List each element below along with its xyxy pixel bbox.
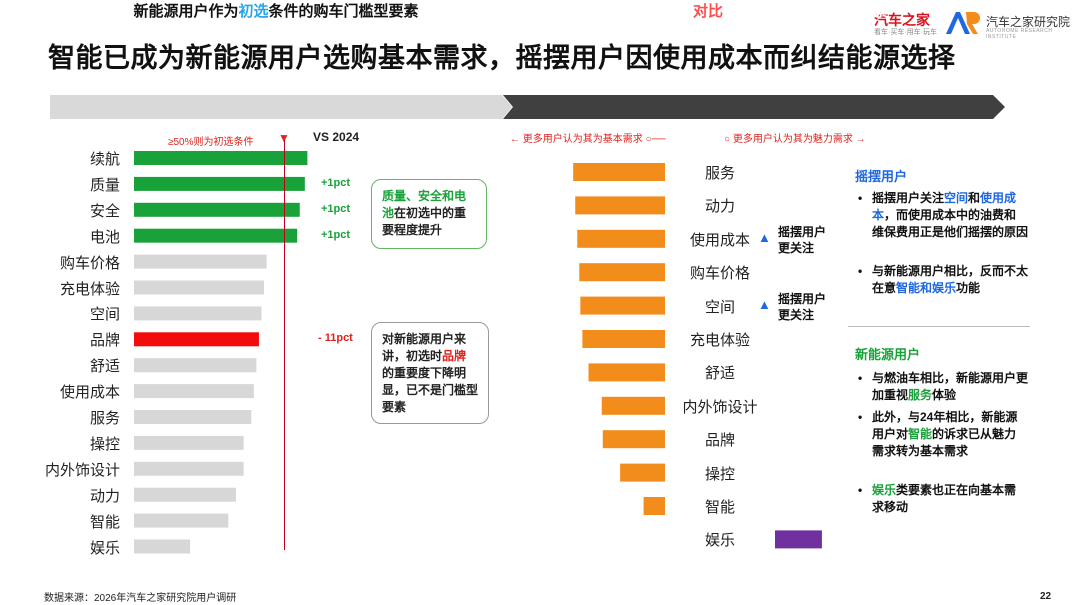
right-diverging-chart: [573, 163, 822, 549]
label-服务: 服务: [89, 410, 120, 427]
bar-空间: [134, 306, 262, 321]
bar-内外饰设计: [134, 461, 244, 476]
autohome-logo-sub: 看车·买车·用车·玩车: [874, 29, 937, 36]
rlabel-智能: 智能: [704, 499, 735, 516]
label-智能: 智能: [89, 513, 120, 531]
green-insight-box: 质量、安全和电池在初选中的重要程度提升: [371, 179, 487, 249]
change-电池: +1pct: [321, 228, 351, 241]
swing-users-heading: 摇摆用户: [855, 169, 908, 184]
label-动力: 动力: [89, 487, 120, 505]
bar-充电体验: [134, 280, 265, 295]
focus-note-空间: 摇摆用户 更关注: [778, 291, 827, 322]
basic-need-legend: ← 更多用户认为其为基本需求 ○──: [510, 134, 666, 145]
right-banner-shape: [503, 95, 1005, 119]
bar-充电体验: [582, 330, 665, 348]
institute-logo-sub: AUTOHOME RESEARCH INSTITUTE: [986, 28, 1053, 40]
bar-内外饰设计: [601, 396, 665, 415]
rlabel-娱乐: 娱乐: [704, 532, 735, 550]
charm-need-legend: ○ 更多用户认为其为魅力需求 →: [724, 134, 866, 145]
bar-使用成本: [577, 229, 665, 248]
bar-品牌: [134, 332, 259, 347]
bar-操控: [620, 463, 665, 482]
nev-users-heading: 新能源用户: [855, 347, 921, 362]
left-banner-title: 新能源用户作为初选条件的购车门槛型要素: [133, 3, 419, 20]
rlabel-品牌: 品牌: [704, 432, 735, 450]
label-品牌: 品牌: [89, 332, 120, 350]
label-内外饰设计: 内外饰设计: [44, 461, 120, 479]
rlabel-动力: 动力: [704, 198, 735, 216]
bar-电池: [134, 228, 298, 243]
threshold-marker-icon: ▼: [278, 131, 290, 145]
nev-users-point-2: 此外，与24年相比，新能源用户对智能的诉求已从魅力需求转为基本需求: [858, 409, 1028, 460]
label-安全: 安全: [89, 202, 120, 220]
autohome-logo: 汽车之家: [874, 12, 930, 28]
page-title: 智能已成为新能源用户选购基本需求，摇摆用户因使用成本而纠结能源选择: [48, 43, 956, 73]
label-操控: 操控: [89, 435, 120, 453]
label-使用成本: 使用成本: [59, 384, 120, 402]
rlabel-空间: 空间: [704, 298, 735, 316]
bar-空间: [580, 296, 665, 315]
institute-logo-text: 汽车之家研究院: [986, 15, 1071, 29]
label-舒适: 舒适: [89, 358, 120, 376]
page-number: 22: [1040, 591, 1052, 602]
data-source: 数据来源：2026年汽车之家研究院用户调研: [44, 593, 237, 604]
bar-品牌: [602, 430, 665, 449]
bar-操控: [134, 435, 244, 450]
gray-insight-box: 对新能源用户来讲，初选时品牌的重要度下降明显，已不是门槛型要素: [371, 322, 489, 424]
bar-智能: [643, 497, 665, 515]
institute-logo-icon: [946, 12, 980, 34]
right-banner-title: 新能源用户对比阶段重视的车型产品要素: [617, 3, 889, 20]
change-质量: +1pct: [321, 176, 351, 189]
bar-舒适: [134, 358, 257, 373]
bar-动力: [134, 487, 236, 502]
label-电池: 电池: [89, 228, 120, 246]
label-充电体验: 充电体验: [59, 280, 120, 298]
bar-购车价格: [579, 263, 665, 282]
change-安全: +1pct: [321, 202, 351, 215]
threshold-note: ≥50%则为初选条件: [168, 137, 254, 148]
rlabel-内外饰设计: 内外饰设计: [682, 398, 758, 416]
bar-智能: [134, 513, 229, 528]
left-bar-chart: [134, 140, 308, 554]
bar-购车价格: [134, 254, 267, 269]
focus-note-使用成本: 摇摆用户 更关注: [778, 224, 827, 255]
bar-娱乐: [775, 530, 822, 549]
nev-users-point-3: 娱乐类要素也正在向基本需求移动: [858, 482, 1028, 516]
focus-up-icon: ▲: [758, 229, 771, 245]
bar-娱乐: [134, 539, 191, 554]
focus-up-icon: ▲: [758, 296, 771, 312]
label-娱乐: 娱乐: [89, 539, 120, 557]
label-续航: 续航: [89, 151, 120, 168]
change-品牌: - 11pct: [318, 332, 353, 345]
rlabel-服务: 服务: [704, 165, 735, 182]
bar-使用成本: [134, 384, 254, 399]
rlabel-舒适: 舒适: [704, 365, 735, 383]
bar-安全: [134, 202, 300, 217]
label-空间: 空间: [89, 306, 120, 324]
bar-舒适: [588, 363, 665, 382]
label-质量: 质量: [89, 176, 120, 194]
label-购车价格: 购车价格: [59, 254, 120, 272]
bar-服务: [134, 410, 252, 424]
bar-服务: [573, 163, 665, 181]
bar-续航: [134, 151, 308, 165]
swing-users-point-2: 与新能源用户相比，反而不太在意智能和娱乐功能: [858, 263, 1028, 297]
rlabel-操控: 操控: [704, 465, 735, 483]
vs-label: VS 2024: [313, 130, 360, 144]
rlabel-使用成本: 使用成本: [689, 231, 750, 249]
rlabel-充电体验: 充电体验: [689, 332, 750, 349]
bar-质量: [134, 176, 305, 191]
rlabel-购车价格: 购车价格: [689, 265, 750, 283]
side-divider: [848, 326, 1030, 327]
bar-动力: [575, 196, 665, 215]
left-banner-shape: [50, 95, 512, 119]
nev-users-point-1: 与燃油车相比，新能源用户更加重视服务体验: [858, 370, 1028, 404]
swing-users-point-1: 摇摆用户关注空间和使用成本，而使用成本中的油费和维保费用正是他们摇摆的原因: [858, 190, 1028, 241]
